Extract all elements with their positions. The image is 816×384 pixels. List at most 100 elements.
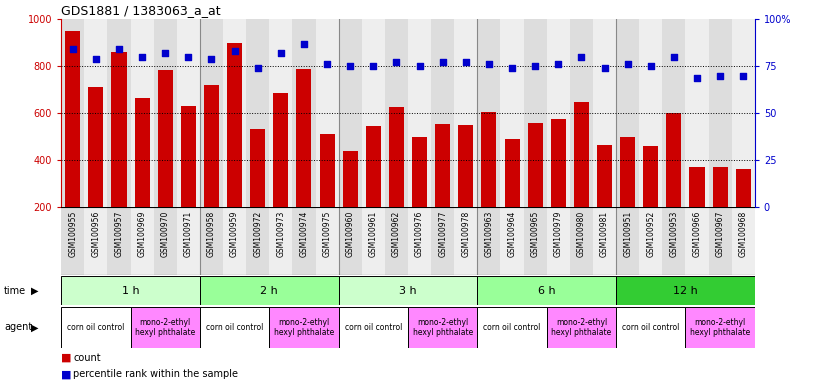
Point (297, 41, 310, 47)
Bar (616, 19, 639, 207)
Point (621, 61, 634, 68)
Point (390, 60, 403, 66)
Bar (385, 19, 408, 207)
Bar (408, 307, 477, 348)
Bar (227, 43, 242, 207)
Text: ▶: ▶ (31, 322, 38, 333)
Bar (61, 307, 131, 348)
Text: GSM100978: GSM100978 (461, 211, 470, 257)
Text: mono-2-ethyl
hexyl phthalate: mono-2-ethyl hexyl phthalate (690, 318, 750, 337)
Text: GSM100971: GSM100971 (184, 211, 193, 257)
Bar (65, 31, 80, 207)
Bar (547, 19, 570, 207)
Bar (339, 207, 361, 275)
Bar (320, 134, 335, 207)
Text: mono-2-ethyl
hexyl phthalate: mono-2-ethyl hexyl phthalate (413, 318, 472, 337)
Point (737, 73, 750, 79)
Bar (663, 19, 685, 207)
Bar (732, 207, 755, 275)
Text: GSM100959: GSM100959 (230, 211, 239, 257)
Bar (135, 98, 149, 207)
Text: corn oil control: corn oil control (622, 323, 680, 332)
Bar (88, 88, 104, 207)
Bar (639, 207, 663, 275)
Point (228, 48, 241, 54)
Bar (593, 207, 616, 275)
Point (205, 56, 218, 62)
Bar (223, 19, 246, 207)
Text: GSM100963: GSM100963 (485, 211, 494, 257)
Bar (385, 207, 408, 275)
Bar (685, 307, 755, 348)
Bar (481, 112, 496, 207)
Text: agent: agent (4, 322, 33, 333)
Bar (616, 307, 685, 348)
Point (505, 65, 518, 71)
Bar (366, 126, 381, 207)
Bar (131, 307, 200, 348)
Bar (547, 207, 570, 275)
Text: percentile rank within the sample: percentile rank within the sample (73, 369, 238, 379)
Text: GSM100974: GSM100974 (299, 211, 308, 257)
Point (529, 63, 542, 70)
Bar (712, 167, 728, 207)
Text: mono-2-ethyl
hexyl phthalate: mono-2-ethyl hexyl phthalate (274, 318, 334, 337)
Bar (459, 125, 473, 207)
Text: corn oil control: corn oil control (206, 323, 264, 332)
Bar (643, 146, 659, 207)
Bar (524, 19, 547, 207)
Bar (477, 276, 616, 305)
Point (436, 60, 449, 66)
Bar (574, 101, 589, 207)
Bar (61, 207, 84, 275)
Point (321, 61, 334, 68)
Bar (570, 207, 593, 275)
Bar (273, 93, 288, 207)
Point (552, 61, 565, 68)
Text: 12 h: 12 h (673, 286, 698, 296)
Bar (663, 207, 685, 275)
Bar (84, 207, 108, 275)
Bar (685, 19, 708, 207)
Bar (177, 19, 200, 207)
Text: ■: ■ (61, 353, 72, 363)
Text: GSM100958: GSM100958 (207, 211, 216, 257)
Bar (708, 207, 732, 275)
Text: mono-2-ethyl
hexyl phthalate: mono-2-ethyl hexyl phthalate (552, 318, 611, 337)
Bar (732, 19, 755, 207)
Bar (153, 207, 177, 275)
Text: GSM100966: GSM100966 (693, 211, 702, 257)
Text: GSM100956: GSM100956 (91, 211, 100, 257)
Point (274, 50, 287, 56)
Bar (616, 276, 755, 305)
Bar (361, 19, 385, 207)
Text: GSM100955: GSM100955 (69, 211, 78, 257)
Bar (204, 85, 219, 207)
Bar (131, 207, 153, 275)
Text: corn oil control: corn oil control (344, 323, 402, 332)
Text: GSM100981: GSM100981 (600, 211, 609, 257)
Text: ▶: ▶ (31, 286, 38, 296)
Bar (181, 106, 196, 207)
Bar (504, 139, 520, 207)
Bar (524, 207, 547, 275)
Bar (269, 307, 339, 348)
Point (113, 46, 126, 52)
Text: GSM100970: GSM100970 (161, 211, 170, 257)
Point (158, 50, 171, 56)
Bar (246, 19, 269, 207)
Bar (431, 19, 455, 207)
Text: corn oil control: corn oil control (483, 323, 541, 332)
Text: time: time (4, 286, 26, 296)
Bar (690, 167, 704, 207)
Text: GSM100953: GSM100953 (669, 211, 678, 257)
Bar (339, 19, 361, 207)
Text: GSM100977: GSM100977 (438, 211, 447, 257)
Point (413, 63, 426, 70)
Bar (361, 207, 385, 275)
Bar (177, 207, 200, 275)
Text: GSM100969: GSM100969 (138, 211, 147, 257)
Bar (108, 207, 131, 275)
Text: GSM100968: GSM100968 (738, 211, 747, 257)
Text: 1 h: 1 h (122, 286, 140, 296)
